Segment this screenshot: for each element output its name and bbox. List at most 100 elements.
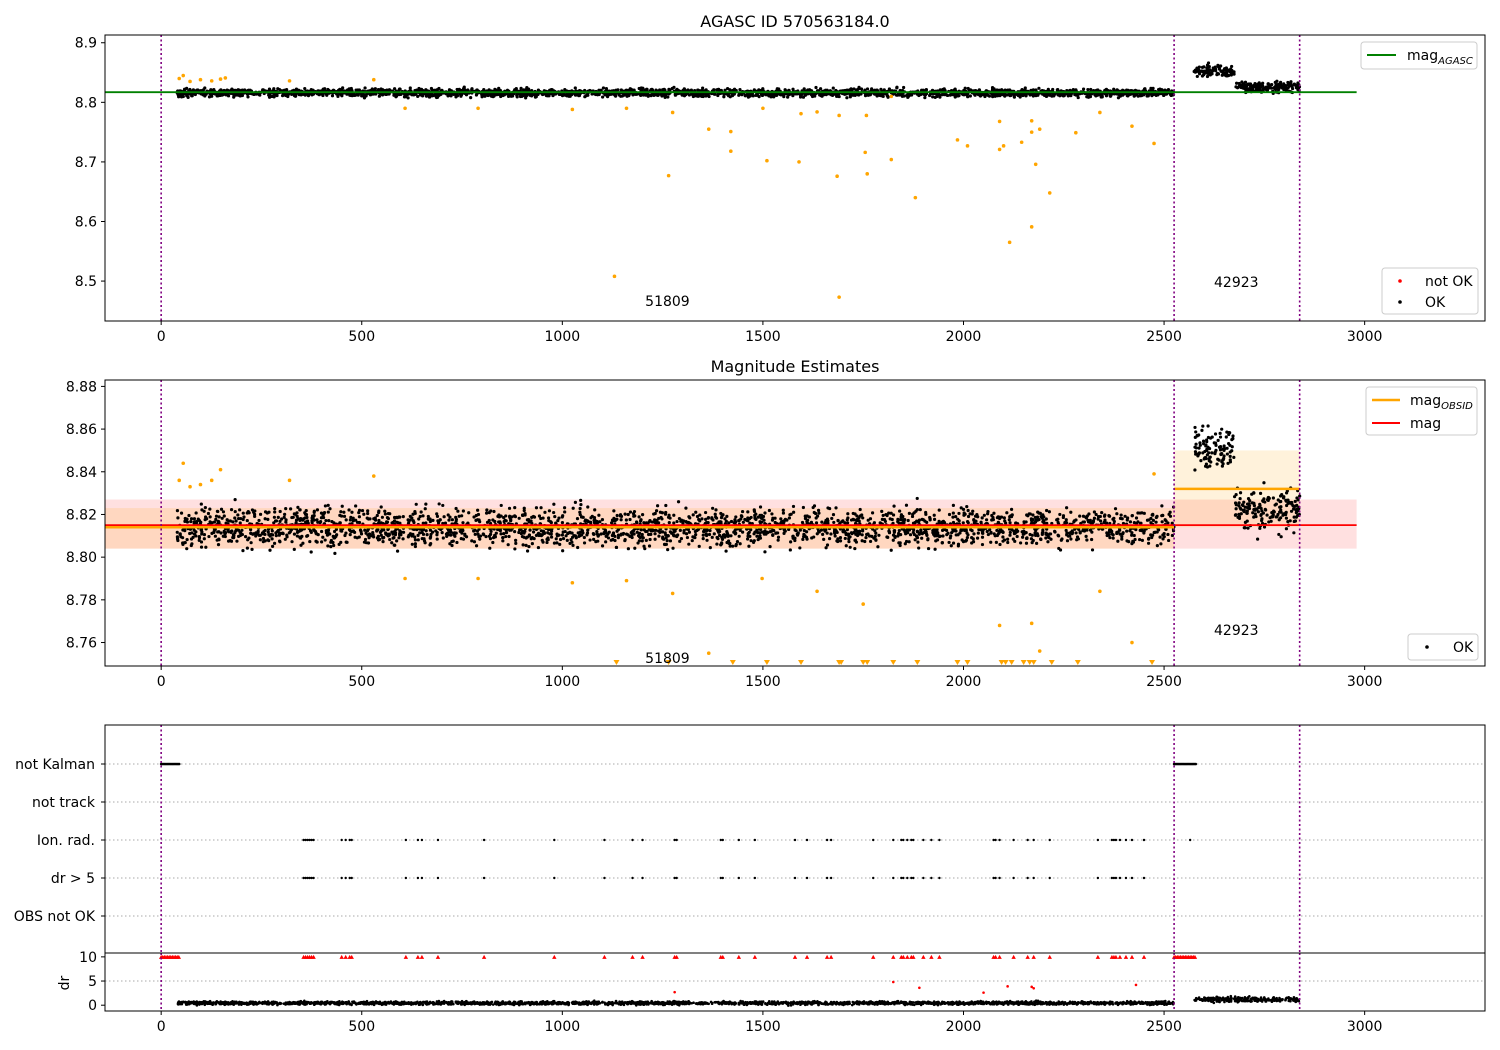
ok-point — [599, 532, 603, 536]
legend-ok-label: OK — [1425, 295, 1446, 311]
ok-point — [628, 510, 633, 514]
ok-point — [945, 533, 949, 537]
ok-point — [515, 93, 519, 97]
ok-point — [576, 545, 580, 550]
ok-point — [1013, 539, 1017, 543]
ok-point — [357, 515, 362, 519]
ok-point — [901, 518, 905, 522]
not-ok-point — [835, 174, 839, 179]
ok-point — [203, 505, 207, 510]
ok-point — [571, 506, 575, 510]
ok-point — [941, 534, 945, 538]
ok-point — [701, 533, 705, 537]
ok-point — [424, 502, 428, 506]
ok-point — [643, 547, 647, 551]
ok-point — [947, 540, 951, 545]
ok-point — [615, 517, 619, 521]
ok-point — [926, 546, 931, 551]
ok-point — [954, 514, 958, 519]
ok-point — [449, 533, 453, 537]
ok-point — [606, 536, 611, 540]
ok-point — [333, 551, 337, 555]
ok-point — [573, 86, 577, 90]
ok-point — [309, 550, 313, 554]
ok-point — [727, 539, 731, 543]
ok-point — [873, 534, 877, 538]
obsid-label: 51809 — [645, 294, 690, 310]
ok-point — [976, 93, 981, 97]
ok-point — [417, 86, 421, 91]
ok-point — [786, 95, 790, 99]
ok-point — [1064, 518, 1068, 522]
ok-point — [413, 535, 417, 539]
legend-ok-marker — [1398, 300, 1402, 304]
ok-point — [848, 545, 852, 549]
ok-point — [513, 530, 517, 534]
ok-point — [545, 540, 549, 545]
ok-point — [1024, 541, 1029, 545]
not-ok-point — [198, 77, 203, 82]
ok-point — [411, 512, 415, 516]
ok-point — [1220, 73, 1224, 77]
ok-point — [1074, 531, 1078, 535]
ok-point — [193, 520, 197, 524]
ok-point — [1161, 513, 1165, 518]
ok-point — [1052, 92, 1057, 96]
ok-point — [593, 508, 597, 512]
ok-point — [1107, 514, 1112, 518]
not-ok-point — [706, 127, 711, 131]
ok-point — [1247, 82, 1251, 86]
ok-point — [362, 512, 366, 516]
ok-point — [824, 93, 828, 97]
ok-point — [668, 88, 672, 92]
ok-point — [833, 534, 837, 538]
ok-point — [714, 516, 719, 520]
ok-point — [507, 514, 512, 518]
ok-point — [746, 519, 750, 523]
ok-point — [1156, 88, 1161, 92]
ok-point — [972, 532, 976, 536]
ok-point — [554, 521, 558, 525]
ok-point — [880, 517, 884, 522]
ok-point — [258, 93, 262, 97]
ok-point — [942, 520, 947, 525]
ok-point — [1154, 520, 1158, 524]
ok-point — [586, 505, 590, 509]
ok-point — [298, 508, 302, 512]
ok-point — [700, 94, 704, 98]
ok-point — [1028, 532, 1032, 537]
ok-point — [1272, 86, 1276, 90]
ok-point — [1025, 536, 1029, 540]
ok-point — [746, 510, 750, 514]
ok-point — [896, 517, 900, 521]
not-ok-point — [1033, 162, 1038, 167]
ok-point — [649, 88, 653, 92]
ok-point — [220, 92, 224, 97]
ok-point — [276, 515, 280, 519]
ok-point — [1001, 535, 1005, 539]
ok-point — [1270, 82, 1274, 87]
ok-point — [1166, 532, 1170, 537]
ok-point — [1132, 94, 1136, 98]
ok-point — [706, 521, 710, 525]
ok-point — [687, 542, 691, 546]
ok-point — [633, 546, 637, 550]
ok-point — [287, 531, 291, 535]
ok-point — [283, 512, 287, 516]
ok-point — [240, 93, 245, 98]
ok-point — [530, 542, 534, 546]
ok-point — [738, 542, 742, 546]
ok-point — [378, 537, 382, 541]
ok-point — [843, 536, 847, 541]
ok-point — [846, 516, 850, 520]
ok-point — [554, 537, 558, 541]
ok-point — [383, 509, 387, 513]
ok-point — [442, 515, 446, 519]
ok-point — [361, 92, 365, 96]
ok-point — [277, 539, 282, 543]
ok-point — [491, 518, 495, 522]
ok-point — [1100, 511, 1104, 515]
ok-point — [822, 537, 826, 541]
ok-point — [1217, 67, 1222, 71]
